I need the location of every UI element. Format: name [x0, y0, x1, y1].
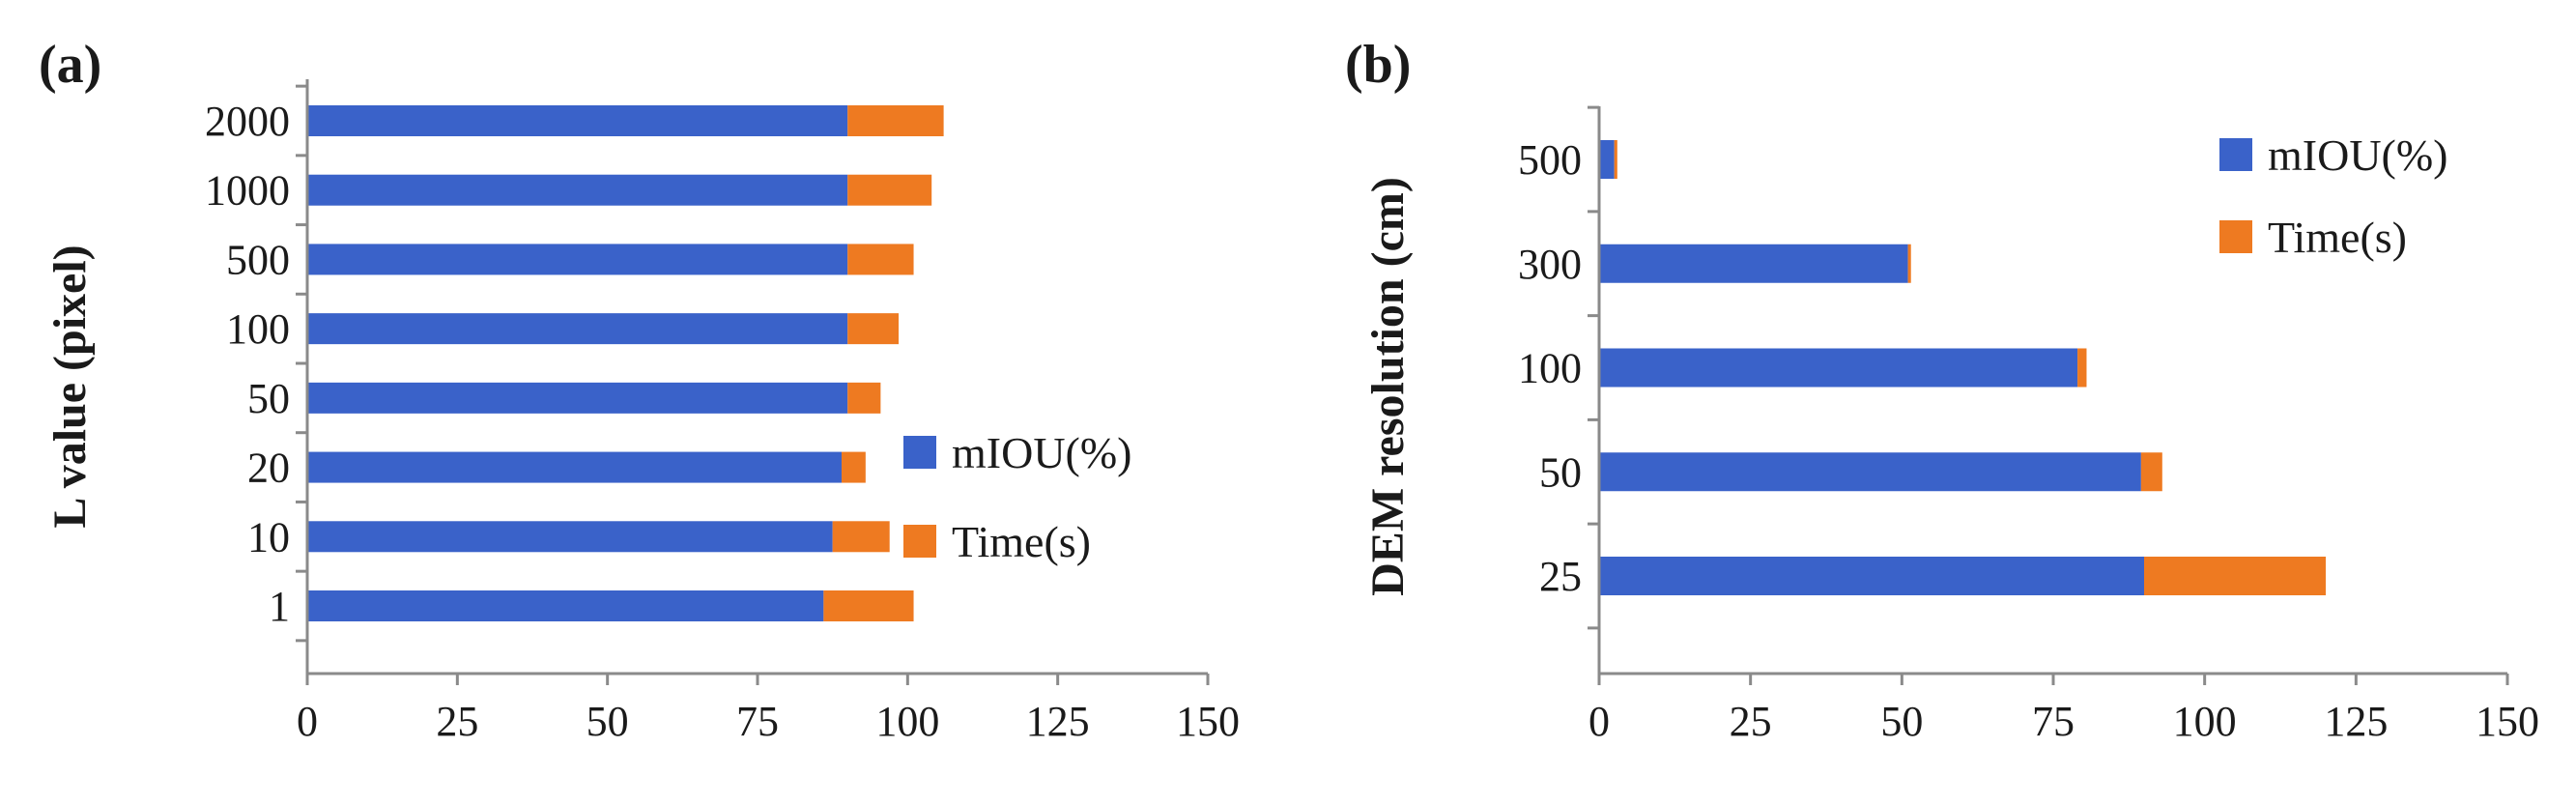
bar-miou	[1599, 244, 1908, 283]
x-tick-label: 25	[1730, 698, 1772, 745]
bar-time	[2077, 348, 2087, 388]
chart-panel-a: (a) L value (pixel) 1 10 20 50 100 500 1000 2000 0…	[39, 35, 1240, 745]
legend-label: mIOU(%)	[2268, 130, 2448, 180]
y-tick-label: 25	[1539, 553, 1582, 600]
y-tick-label: 500	[226, 236, 290, 283]
y-tick-label: 10	[247, 513, 290, 561]
bar-miou	[307, 451, 842, 483]
legend-swatch	[2219, 220, 2252, 253]
y-tick-label: 1	[269, 583, 290, 630]
bar-time	[832, 521, 890, 553]
bar-miou	[307, 244, 848, 275]
x-tick-label: 100	[875, 698, 939, 745]
x-tick-label: 125	[2324, 698, 2388, 745]
y-axis-title: DEM resolution (cm)	[1362, 177, 1414, 596]
x-tick-label: 125	[1026, 698, 1090, 745]
chart-panel-b: (b) DEM resolution (cm) 25 50 100 300 500 0 25 50…	[1345, 35, 2539, 745]
bar-time	[841, 451, 866, 483]
panel-label: (a)	[39, 35, 101, 95]
bar-miou	[1599, 452, 2141, 492]
x-tick-label: 0	[1589, 698, 1610, 745]
bar-miou	[1599, 557, 2144, 595]
x-tick-label: 100	[2173, 698, 2237, 745]
bar-miou	[307, 521, 833, 553]
y-tick-label: 1000	[205, 167, 290, 215]
bar-time	[2144, 557, 2326, 595]
bar-time	[823, 590, 914, 621]
y-tick-label: 50	[1539, 448, 1582, 496]
bar-miou	[307, 105, 848, 136]
legend-swatch	[903, 436, 936, 469]
bar-time	[847, 244, 914, 275]
legend-swatch	[2219, 138, 2252, 171]
bar-time	[847, 174, 932, 206]
y-tick-label: 50	[247, 375, 290, 422]
bar-miou	[1599, 140, 1615, 179]
bar-miou	[307, 313, 848, 345]
bar-miou	[307, 174, 848, 206]
x-tick-label: 75	[2032, 698, 2075, 745]
legend-label: mIOU(%)	[952, 428, 1132, 477]
bar-time	[2140, 452, 2162, 492]
x-tick-label: 0	[297, 698, 318, 745]
y-tick-label: 2000	[205, 98, 290, 145]
legend-swatch	[903, 525, 936, 558]
legend-label: Time(s)	[952, 517, 1091, 566]
y-tick-label: 100	[226, 305, 290, 353]
y-axis-title: L value (pixel)	[44, 244, 96, 528]
y-tick-label: 300	[1518, 241, 1582, 288]
x-tick-label: 75	[736, 698, 779, 745]
x-tick-label: 50	[1880, 698, 1923, 745]
bar-miou	[307, 382, 848, 414]
y-tick-label: 500	[1518, 136, 1582, 184]
x-tick-label: 50	[587, 698, 629, 745]
bar-miou	[1599, 348, 2078, 388]
y-tick-label: 100	[1518, 345, 1582, 392]
bar-time	[847, 105, 944, 136]
bar-time	[1614, 140, 1617, 179]
bar-miou	[307, 590, 824, 621]
x-tick-label: 25	[436, 698, 478, 745]
legend-label: Time(s)	[2268, 213, 2407, 262]
bar-time	[847, 382, 881, 414]
x-tick-label: 150	[1176, 698, 1240, 745]
y-tick-label: 20	[247, 445, 290, 492]
panel-label: (b)	[1345, 35, 1411, 95]
bar-time	[847, 313, 900, 345]
bar-time	[1907, 244, 1911, 283]
x-tick-label: 150	[2476, 698, 2539, 745]
